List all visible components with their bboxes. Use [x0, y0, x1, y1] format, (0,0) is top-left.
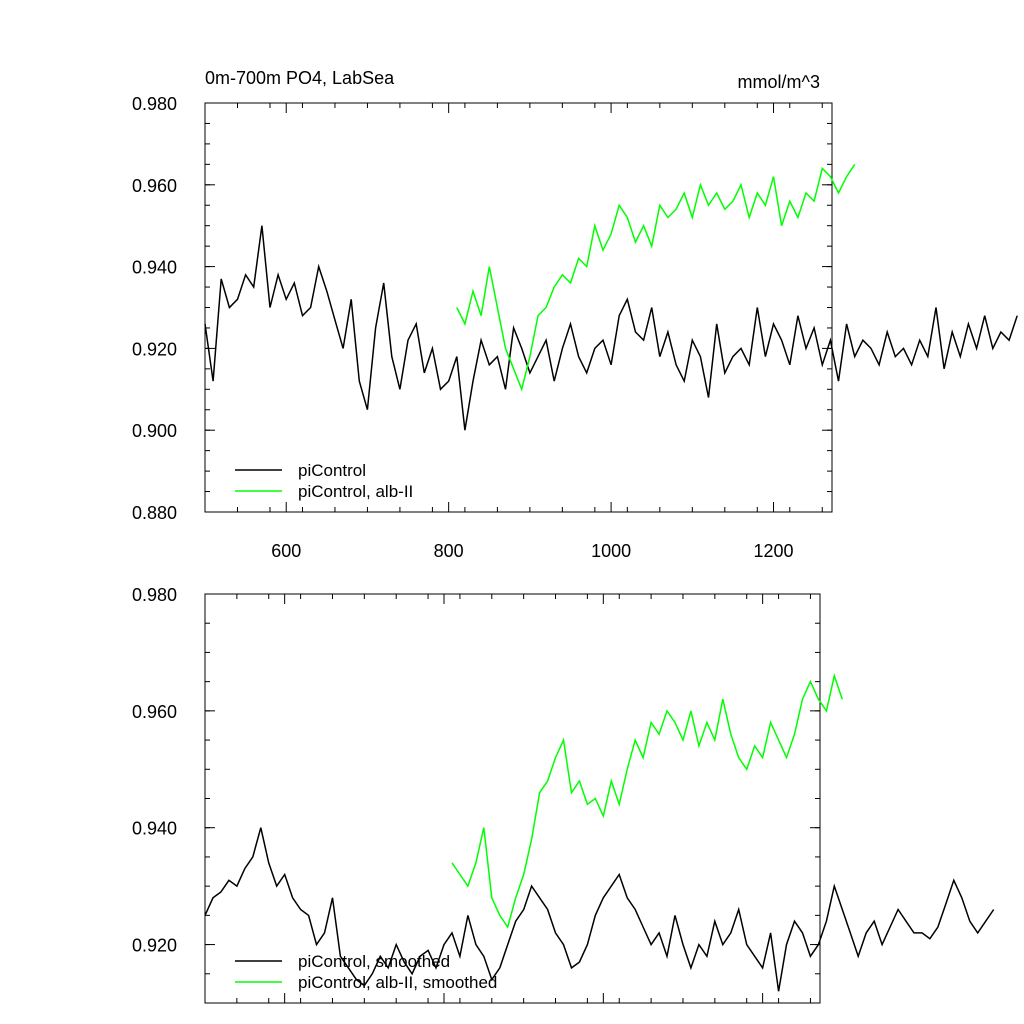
- y-tick-label: 0.920: [132, 339, 177, 359]
- y-tick-label: 0.980: [132, 94, 177, 114]
- axis-ticks-top: 600 800 1000 1200 0.880 0.900 0.920 0.940 0.960 0…: [132, 94, 832, 561]
- series-lines-bottom: [204, 673, 995, 992]
- legend-bottom: piControl, smoothed piControl, alb-II, s…: [235, 952, 497, 992]
- y-tick-label: 0.940: [132, 258, 177, 278]
- y-tick-label: 0.880: [132, 503, 177, 523]
- chart-title: 0m-700m PO4, LabSea: [205, 68, 395, 88]
- legend-label-alb-smoothed: piControl, alb-II, smoothed: [298, 973, 497, 992]
- bottom-panel: 0.920 0.940 0.960 0.980 piControl, smoothed…: [132, 585, 995, 1004]
- x-tick-label: 600: [271, 541, 301, 561]
- x-tick-label: 800: [434, 541, 464, 561]
- y-tick-label: 0.940: [132, 819, 177, 839]
- units-label: mmol/m^3: [738, 72, 820, 92]
- legend-label-picontrol-smoothed: piControl, smoothed: [298, 952, 450, 971]
- series-line-alb: [456, 163, 856, 392]
- plot-frame-top: [204, 102, 833, 513]
- x-tick-label: 1200: [753, 541, 793, 561]
- y-tick-label: 0.960: [132, 702, 177, 722]
- series-lines-top: [204, 163, 1018, 431]
- series-line-picontrol: [204, 225, 1018, 431]
- y-tick-label: 0.900: [132, 421, 177, 441]
- x-tick-label: 1000: [591, 541, 631, 561]
- y-tick-label: 0.980: [132, 585, 177, 605]
- y-tick-label: 0.960: [132, 176, 177, 196]
- legend-top: piControl piControl, alb-II: [235, 461, 413, 501]
- axis-ticks-bottom: 0.920 0.940 0.960 0.980: [132, 585, 820, 1004]
- series-line-alb: [451, 673, 844, 929]
- y-tick-label: 0.920: [132, 936, 177, 956]
- top-panel: 0m-700m PO4, LabSea mmol/m^3 600 800 1000 1…: [132, 68, 1018, 561]
- series-line-picontrol: [204, 827, 995, 992]
- legend-label-alb: piControl, alb-II: [298, 482, 413, 501]
- plot-frame-bottom: [204, 593, 821, 1004]
- legend-label-picontrol: piControl: [298, 461, 366, 480]
